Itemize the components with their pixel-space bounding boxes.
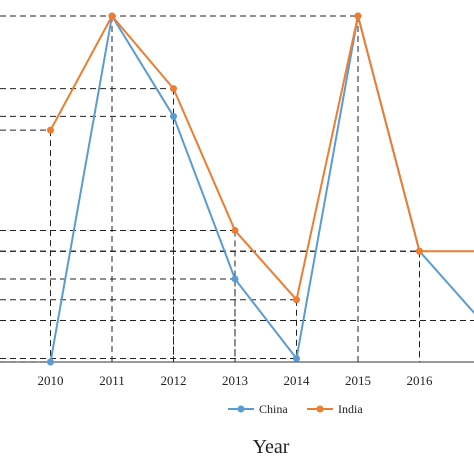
data-point-china [293,355,300,363]
chart-legend: China India [228,402,363,416]
x-tick-label: 2013 [222,373,248,388]
data-point-india [108,12,116,20]
x-tick-label: 2015 [345,373,371,388]
legend-label: India [338,402,363,416]
data-point-china [47,358,54,366]
data-point-india [293,296,300,304]
data-point-india [231,227,239,235]
legend-swatch-marker [316,405,324,413]
legend-swatch-marker [237,405,245,413]
data-point-india [354,12,362,20]
plot-area [0,12,474,366]
dashed-reference-lines [0,15,474,363]
data-point-india [170,85,177,93]
x-tick-label: 2011 [99,373,125,388]
series-markers [47,12,423,366]
x-tick-label: 2010 [38,373,64,388]
x-tick-label: 2014 [284,373,311,388]
x-tick-label: 2012 [161,373,187,388]
data-point-india [416,247,423,255]
x-tick-label: 2016 [407,373,434,388]
series-line-india [49,14,474,302]
data-point-china [231,275,239,283]
series-line-china [49,13,474,363]
legend-label: China [259,402,288,416]
data-point-india [47,126,54,134]
x-tick-labels: 920102011201220132014201520162 [38,373,434,388]
data-point-china [170,112,177,120]
series-lines [49,13,474,363]
x-axis-title: Year [253,436,290,458]
